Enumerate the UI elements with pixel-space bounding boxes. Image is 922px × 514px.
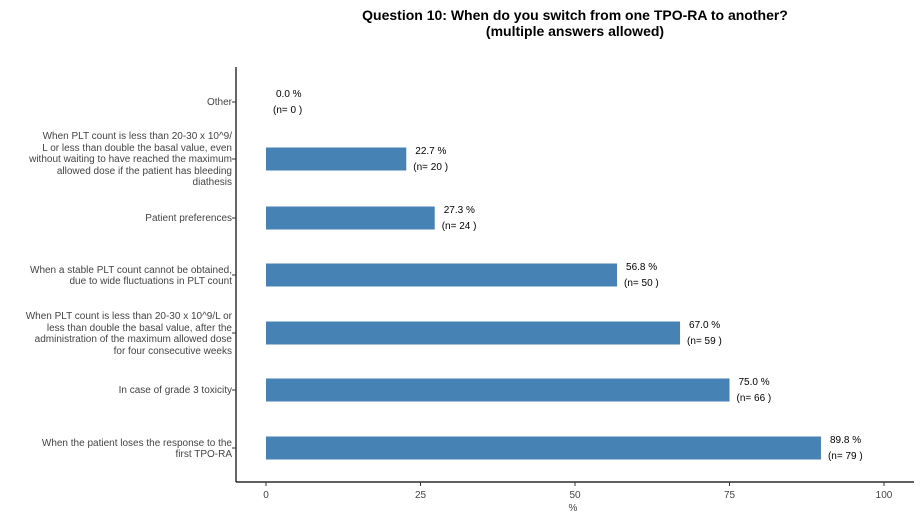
category-label: Patient preferences [2, 213, 232, 225]
category-label: When a stable PLT count cannot be obtain… [2, 265, 232, 288]
n-label: (n= 0 ) [273, 105, 303, 116]
category-label-line: first TPO-RA [175, 449, 232, 460]
chart-subtitle: (multiple answers allowed) [485, 23, 665, 39]
chart-title: Question 10: When do you switch from one… [362, 7, 788, 23]
value-label: 89.8 % [829, 435, 862, 446]
category-label-line: L or less than double the basal value, e… [42, 142, 232, 154]
category-label: When PLT count is less than 20-30 x 10^9… [2, 131, 232, 189]
value-label: 67.0 % [689, 320, 721, 331]
category-label-line: In case of grade 3 toxicity [118, 385, 232, 397]
bar [266, 263, 618, 287]
value-label: 22.7 % [415, 146, 447, 157]
category-label: In case of grade 3 toxicity [2, 385, 232, 397]
x-axis-label: % [568, 503, 578, 514]
category-label-line: less than double the basal value, after … [46, 322, 232, 334]
value-label: 0.0 % [276, 89, 302, 100]
category-label: When PLT count is less than 20-30 x 10^9… [2, 311, 232, 357]
bar [266, 321, 681, 345]
n-label: (n= 66 ) [736, 393, 772, 404]
category-label-line: administration of the maximum allowed do… [34, 334, 232, 345]
bar [266, 378, 730, 402]
category-label: When the patient loses the response to t… [2, 438, 232, 461]
value-label: 75.0 % [738, 377, 770, 388]
x-tick-label: 50 [569, 490, 581, 501]
category-label-line: for four consecutive weeks [113, 345, 232, 357]
category-label-line: without waiting to have reached the maxi… [29, 154, 232, 166]
category-label-line: allowed dose if the patient has bleeding [56, 165, 232, 177]
x-tick-label: 0 [263, 490, 269, 501]
category-label-line: When a stable PLT count cannot be obtain… [30, 264, 232, 276]
value-label: 27.3 % [443, 205, 475, 216]
n-label: (n= 79 ) [827, 451, 863, 462]
x-tick-label: 100 [875, 490, 893, 501]
bar [266, 436, 821, 460]
x-tick-label: 25 [414, 490, 427, 501]
x-tick-label: 75 [723, 490, 736, 501]
n-label: (n= 20 ) [413, 162, 449, 173]
category-label-line: Other [206, 97, 232, 109]
bar [266, 147, 407, 171]
bar [266, 206, 435, 230]
n-label: (n= 50 ) [624, 278, 659, 289]
n-label: (n= 24 ) [441, 221, 477, 232]
value-label: 56.8 % [626, 262, 658, 273]
category-label-line: Patient preferences [145, 213, 232, 225]
category-label: Other [2, 97, 232, 109]
category-label-line: When PLT count is less than 20-30 x 10^9… [25, 311, 232, 322]
category-label-line: diathesis [192, 177, 232, 189]
n-label: (n= 59 ) [687, 336, 722, 347]
category-label-line: due to wide fluctuations in PLT count [69, 276, 232, 287]
category-label-line: When the patient loses the response to t… [41, 437, 232, 449]
category-label-line: When PLT count is less than 20-30 x 10^9… [42, 131, 232, 143]
